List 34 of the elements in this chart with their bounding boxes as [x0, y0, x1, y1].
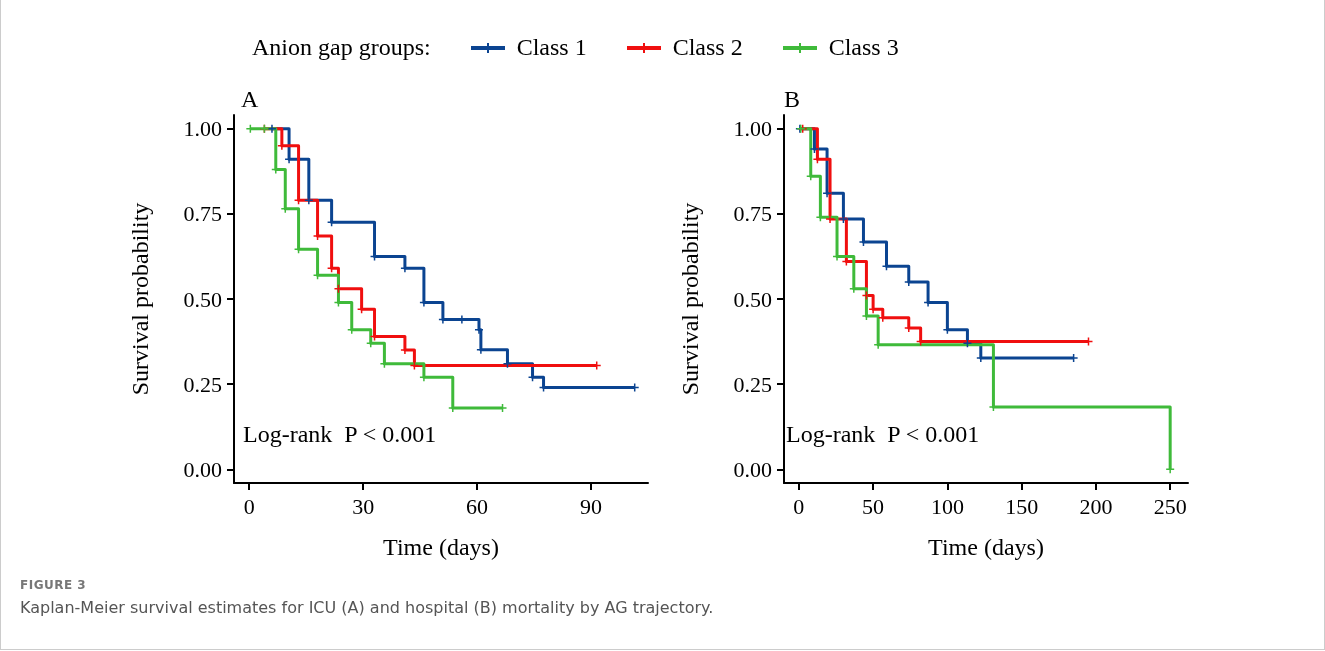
y-tick-label: 0.00 — [733, 456, 772, 482]
y-tick-label: 0.25 — [183, 371, 222, 397]
x-tick-label: 0 — [243, 493, 255, 519]
legend-label: Class 1 — [516, 34, 587, 61]
x-tick-label: 90 — [580, 493, 603, 519]
x-tick-label: 50 — [862, 493, 885, 519]
y-tick-label: 1.00 — [733, 116, 772, 142]
x-tick-label: 30 — [352, 493, 375, 519]
x-tick-label: 150 — [1005, 493, 1039, 519]
x-tick-label: 250 — [1153, 493, 1187, 519]
caption: FIGURE 3 — [20, 578, 88, 592]
y-tick-label: 0.75 — [183, 201, 222, 227]
y-tick-label: 0.50 — [183, 286, 222, 312]
x-tick-label: 0 — [793, 493, 805, 519]
y-tick-label: 0.00 — [183, 456, 222, 482]
annotation: Log-rank P < 0.001 — [786, 421, 980, 447]
legend-label: Class 3 — [828, 34, 899, 61]
x-tick-label: 60 — [466, 493, 489, 519]
x-tick-label: 100 — [930, 493, 964, 519]
text: Kaplan-Meier survival estimates for ICU (A) and hospital (B) mortality by AG trajectory. — [20, 598, 714, 617]
y-tick-label: 0.50 — [733, 286, 772, 312]
y-tick-label: 0.75 — [733, 201, 772, 227]
chart-title: B — [784, 86, 801, 112]
x-axis-title: Time (days) — [383, 534, 499, 560]
x-axis-title: Time (days) — [928, 534, 1044, 560]
y-axis-title: Survival probability — [127, 202, 153, 396]
y-axis-title: Survival probability — [677, 202, 703, 396]
y-tick-label: 1.00 — [183, 116, 222, 142]
y-tick-label: 0.25 — [733, 371, 772, 397]
legend-title: Anion gap groups: — [252, 34, 431, 61]
legend-label: Class 2 — [672, 34, 743, 61]
x-tick-label: 200 — [1079, 493, 1113, 519]
annotation: Log-rank P < 0.001 — [243, 421, 437, 447]
chart-title: A — [241, 86, 259, 112]
